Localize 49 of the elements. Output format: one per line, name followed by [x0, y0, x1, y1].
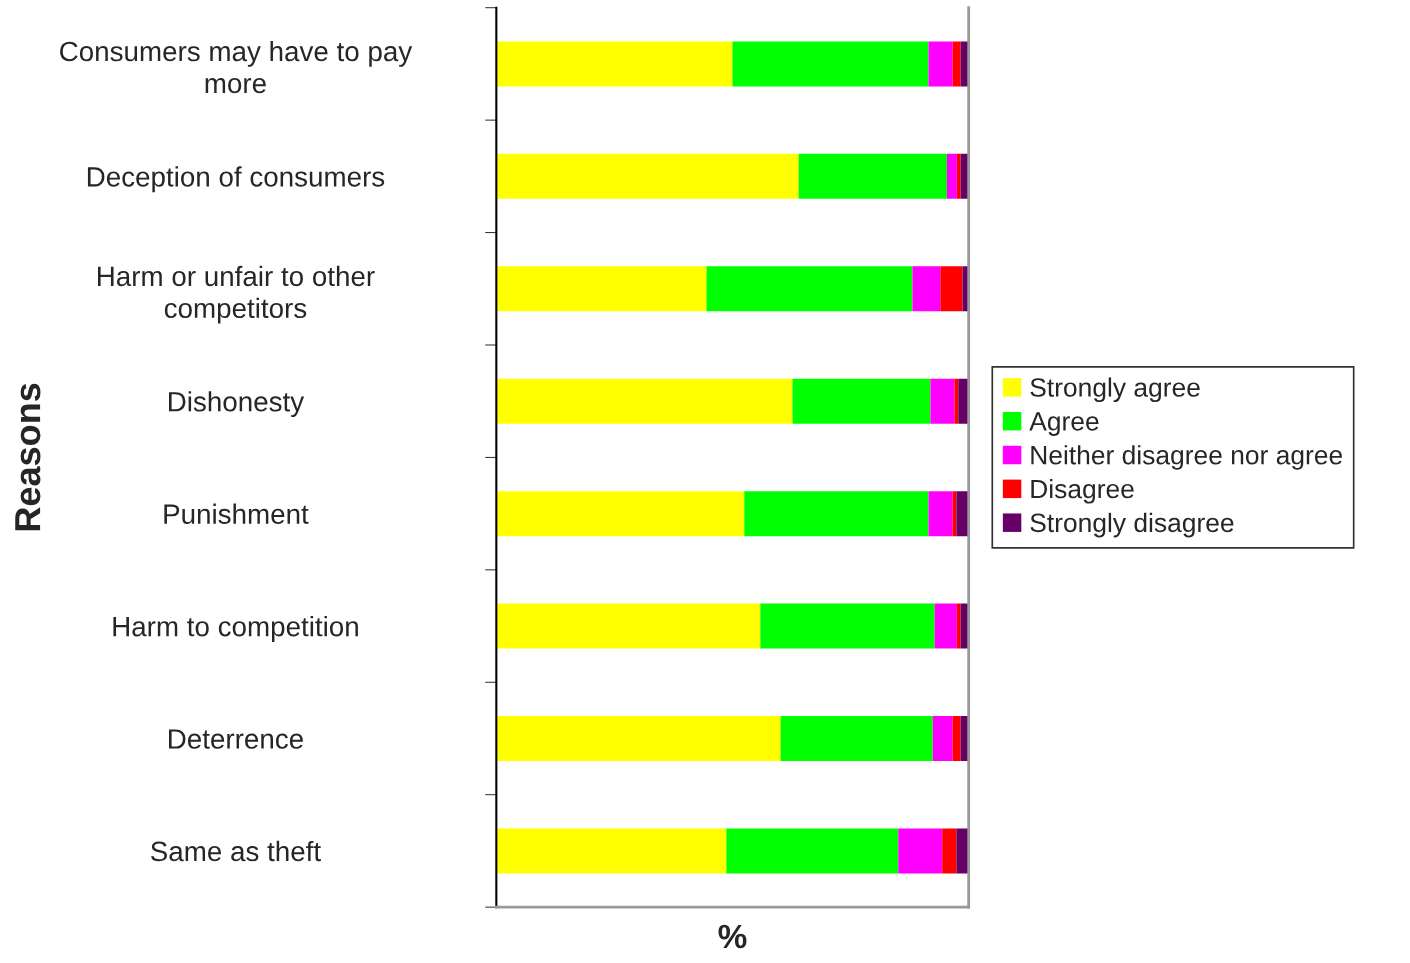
bar [496, 41, 733, 87]
bar [496, 266, 707, 312]
bar [928, 41, 953, 87]
legend-label: Strongly disagree [1030, 512, 1234, 538]
bar [912, 266, 941, 312]
bar [932, 716, 953, 761]
bar [934, 603, 957, 649]
bar [732, 41, 929, 87]
bar [496, 378, 793, 424]
bar [958, 378, 969, 424]
bar [706, 266, 913, 312]
bar [792, 378, 931, 424]
legend-label: Agree [1029, 412, 1099, 436]
bar [928, 491, 953, 537]
y-tick-label: Harm to competition [113, 616, 358, 642]
bar [726, 828, 899, 874]
bar [496, 491, 745, 537]
bar [956, 491, 969, 537]
y-tick-label: Harm or unfair to other competitors [98, 265, 375, 324]
bar [760, 603, 935, 649]
bar [956, 603, 961, 649]
bar [898, 828, 943, 874]
bar [940, 266, 963, 312]
y-tick-label: Punishment [164, 503, 309, 524]
y-tick-label: Deception of consumers [87, 166, 385, 193]
y-axis-title: Reasons [15, 383, 41, 531]
bar [744, 491, 929, 537]
legend-label: Disagree [1031, 478, 1134, 504]
legend-label: Strongly agree [1030, 377, 1200, 403]
y-tick-label: Deterrence [169, 729, 303, 749]
bar [780, 716, 933, 761]
bar [952, 716, 961, 761]
bar [798, 153, 947, 199]
bar [956, 153, 961, 199]
y-tick-label: Consumers may have to pay more [60, 40, 413, 94]
bar [496, 716, 781, 761]
bar [956, 828, 969, 874]
bar [952, 41, 961, 87]
x-axis-title: % [718, 924, 747, 949]
bar [496, 828, 727, 874]
bar [954, 378, 959, 424]
bar [930, 378, 955, 424]
bar [942, 828, 957, 874]
bar [496, 603, 761, 649]
bar [946, 153, 957, 199]
legend-label: Neither disagree nor agree [1031, 445, 1342, 470]
bar [496, 153, 799, 199]
y-tick-label: Dishonesty [169, 391, 305, 418]
y-tick-label: Same as theft [151, 840, 321, 862]
